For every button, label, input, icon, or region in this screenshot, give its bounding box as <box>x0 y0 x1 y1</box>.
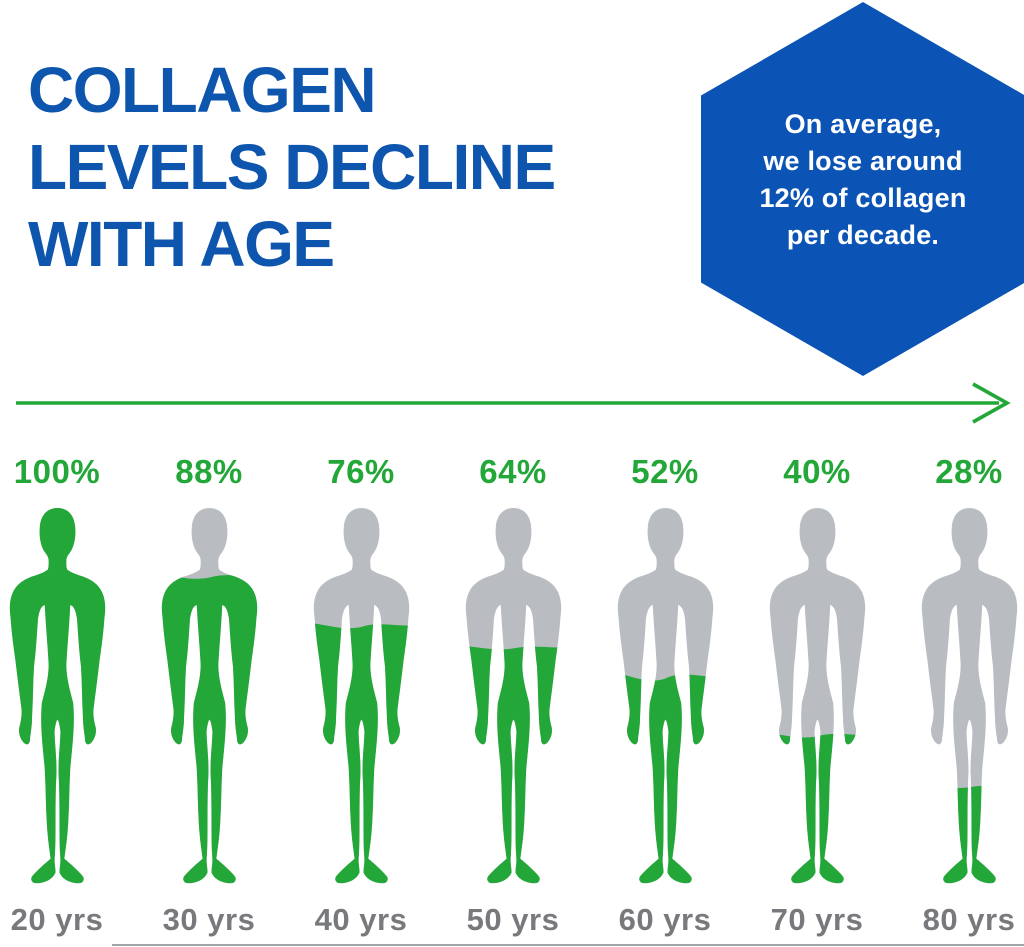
body-gray-region <box>769 507 865 884</box>
body-gray-region <box>921 507 1017 884</box>
percent-label: 100% <box>13 453 101 490</box>
timeline-right-arrow-icon <box>16 382 1011 424</box>
age-label: 20 yrs <box>10 902 104 937</box>
hexagon-badge <box>701 2 1024 376</box>
percent-label: 76% <box>327 453 395 490</box>
badge-text-line: 12% of collagen <box>759 183 967 213</box>
body-silhouette <box>617 507 713 884</box>
body-silhouette <box>769 507 865 884</box>
age-label: 50 yrs <box>466 902 560 937</box>
bottom-crop-line <box>112 944 1024 946</box>
body-green-fill <box>313 618 409 884</box>
badge-text-line: per decade. <box>786 220 940 250</box>
badge-text-line: we lose around <box>763 146 963 176</box>
body-silhouette <box>313 507 409 884</box>
figure-column: 64% 50 yrs <box>437 452 589 938</box>
body-silhouette <box>465 507 561 884</box>
body-silhouette <box>921 507 1017 884</box>
figure-column: 76% 40 yrs <box>285 452 437 938</box>
body-green-fill <box>769 728 865 884</box>
percent-label: 64% <box>479 453 547 490</box>
age-label: 70 yrs <box>770 902 864 937</box>
page-title: COLLAGEN LEVELS DECLINE WITH AGE <box>28 52 556 283</box>
percent-label: 28% <box>935 453 1003 490</box>
percent-label: 52% <box>631 453 699 490</box>
age-label: 80 yrs <box>922 902 1016 937</box>
figure-column: 88% 30 yrs <box>133 452 285 938</box>
body-green-fill <box>9 507 105 884</box>
figure-column: 100% 20 yrs <box>0 452 133 938</box>
body-silhouette <box>9 507 105 884</box>
body-green-fill <box>617 666 713 884</box>
badge-text: On average, we lose around 12% of collag… <box>733 106 993 254</box>
title-line: WITH AGE <box>28 208 335 280</box>
body-green-fill <box>161 570 257 884</box>
figure-column: 52% 60 yrs <box>589 452 741 938</box>
title-line: COLLAGEN <box>28 54 377 126</box>
badge-text-line: On average, <box>784 109 942 139</box>
body-green-fill <box>921 782 1017 884</box>
body-silhouette <box>161 507 257 884</box>
age-label: 30 yrs <box>162 902 256 937</box>
age-label: 40 yrs <box>314 902 408 937</box>
percent-label: 40% <box>783 453 851 490</box>
title-line: LEVELS DECLINE <box>28 131 556 203</box>
figure-column: 40% 70 yrs <box>741 452 893 938</box>
figure-column: 28% 80 yrs <box>893 452 1024 938</box>
hexagon-shape <box>701 2 1024 376</box>
body-green-fill <box>465 642 561 884</box>
age-label: 60 yrs <box>618 902 712 937</box>
percent-label: 88% <box>175 453 243 490</box>
